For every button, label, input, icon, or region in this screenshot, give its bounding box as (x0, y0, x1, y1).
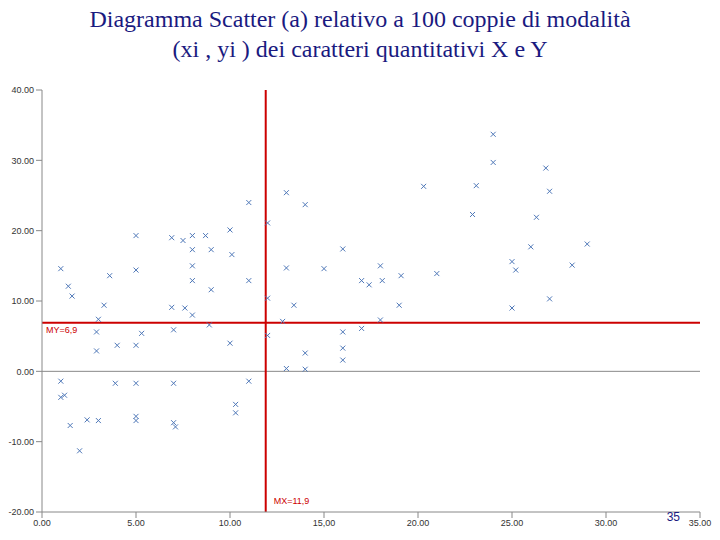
svg-text:10.00: 10.00 (219, 518, 242, 528)
html-text:35: 35 (666, 510, 680, 524)
svg-text:5.00: 5.00 (127, 518, 145, 528)
svg-text:0.00: 0.00 (16, 367, 34, 377)
html-text:Diagramma Scatter (a) relativo: Diagramma Scatter (a) relativo a 100 cop… (89, 6, 631, 32)
svg-text:30.00: 30.00 (595, 518, 618, 528)
svg-text:MY=6,9: MY=6,9 (46, 325, 77, 335)
svg-text:30.00: 30.00 (11, 156, 34, 166)
svg-text:40.00: 40.00 (11, 85, 34, 95)
svg-text:10.00: 10.00 (11, 296, 34, 306)
svg-text:25.00: 25.00 (501, 518, 524, 528)
svg-text:-20.00: -20.00 (8, 507, 34, 517)
svg-text:0.00: 0.00 (33, 518, 51, 528)
svg-text:35.00: 35.00 (689, 518, 712, 528)
svg-text:20.00: 20.00 (407, 518, 430, 528)
svg-text:15,00: 15,00 (313, 518, 336, 528)
svg-text:MX=11,9: MX=11,9 (274, 496, 310, 506)
html-text:(xi , yi ) dei caratteri quant: (xi , yi ) dei caratteri quantitativi X … (172, 36, 548, 62)
svg-text:-10.00: -10.00 (8, 437, 34, 447)
svg-text:20.00: 20.00 (11, 226, 34, 236)
